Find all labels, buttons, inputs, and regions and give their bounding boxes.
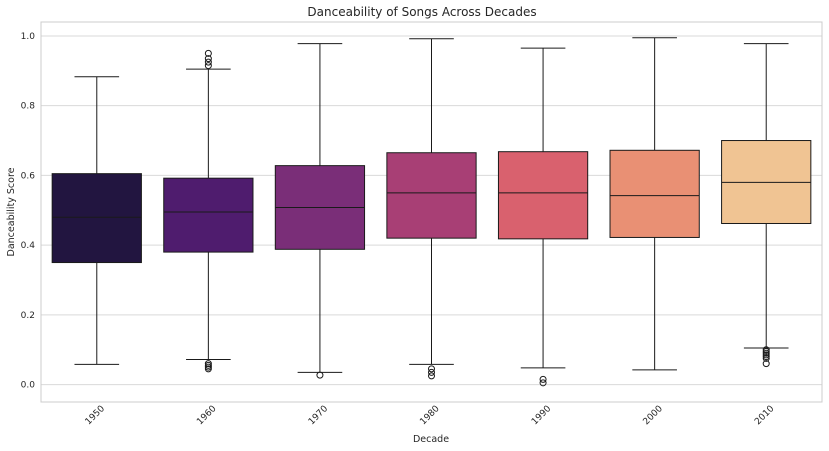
x-tick-label: 1960 [195,404,218,427]
x-tick-label: 2010 [753,404,776,427]
boxes [51,37,812,387]
y-tick-label: 1.0 [21,32,36,42]
box-2000 [609,37,700,371]
iqr-box [609,149,700,238]
outlier-point [762,346,770,354]
outlier-point [539,375,547,383]
outlier-point [428,372,435,380]
box-1990 [497,47,589,387]
y-tick-label: 0.6 [21,171,36,181]
box-1950 [51,76,142,365]
x-tick-label: 1990 [530,404,553,427]
outlier-point [204,49,212,57]
x-tick-label: 1950 [84,404,107,427]
iqr-box [51,173,142,264]
outlier-point [316,371,324,379]
box-1970 [274,43,366,379]
outlier-point [204,58,212,66]
outlier-point [204,55,212,63]
y-tick-labels: 0.0 0.2 0.4 0.6 0.8 1.0 [21,32,36,391]
outlier-point [428,368,435,376]
y-tick-label: 0.0 [21,381,36,391]
y-tick-label: 0.8 [21,102,36,112]
x-axis-label: Decade [413,434,449,445]
x-tick-label: 1980 [418,404,441,427]
y-axis-label: Danceability Score [6,167,17,256]
outlier-point [204,360,212,368]
iqr-box [386,152,477,239]
box-1980 [386,38,477,380]
outlier-point [428,365,435,373]
box-1960 [163,49,254,373]
box-2010 [721,43,812,368]
iqr-box [163,177,254,253]
x-tick-label: 2000 [642,404,665,427]
outlier-point [539,379,547,387]
x-tick-label: 1970 [307,404,330,427]
outlier-point [762,360,770,368]
y-tick-label: 0.2 [21,311,35,321]
outlier-point [204,62,212,70]
plot-frame [40,21,823,403]
y-tick-label: 0.4 [21,241,36,251]
iqr-box [497,151,589,240]
chart-title: Danceability of Songs Across Decades [307,5,536,19]
x-tick-labels: 1950 1960 1970 1980 1990 2000 2010 [84,404,777,427]
